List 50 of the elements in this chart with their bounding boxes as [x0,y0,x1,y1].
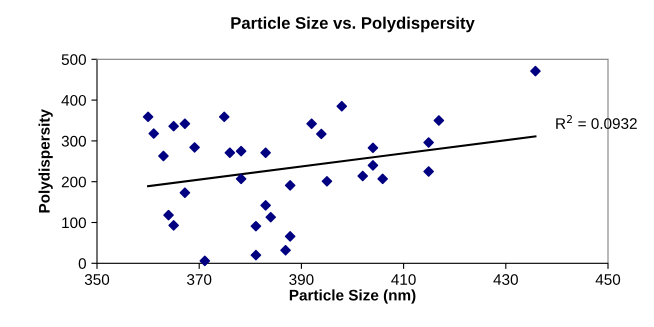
point [306,118,317,130]
x-tick-label: 430 [493,274,518,285]
point [180,118,190,130]
y-tick-label: 200 [62,176,86,188]
y-tick-label: 300 [62,136,86,147]
annotation: R$^{2}$ = 0.0932 [556,115,637,129]
point [200,256,210,266]
x-tick-label: 390 [289,274,314,285]
y-tick-label: 400 [61,94,86,106]
point [368,142,378,154]
point [423,166,434,177]
point [260,200,271,211]
x-tick-label: 450 [596,274,620,285]
x-axis-title: Particle Size (nm) [290,289,416,304]
point [280,244,291,256]
point [284,180,296,191]
point [368,160,378,171]
point [316,128,327,140]
y-tick-label: 0 [78,258,86,269]
y-axis-title: Polydispersity [38,109,53,212]
point [142,112,154,122]
point [284,231,296,242]
point [168,220,179,231]
x-tick-label: 350 [84,274,110,285]
point [530,66,541,76]
point [423,137,434,148]
point [163,210,174,220]
point [236,174,246,184]
point [250,220,262,232]
point [180,187,190,198]
y-tick-label: 500 [62,54,86,65]
x-tick-label: 370 [187,274,212,285]
point [265,212,276,222]
point [224,147,236,158]
point [377,174,388,184]
point [189,142,200,153]
point [336,100,348,112]
point [218,112,230,122]
x-tick-label: 410 [391,274,416,285]
point [158,150,169,162]
y-tick-label: 100 [62,217,86,228]
point [434,115,444,126]
point [168,120,179,132]
point [250,250,262,260]
chart-title: Particle Size vs. Polydispersity [231,16,475,32]
point [260,147,271,158]
point [236,146,246,156]
point [148,128,160,139]
point [322,176,332,187]
point [357,170,368,182]
